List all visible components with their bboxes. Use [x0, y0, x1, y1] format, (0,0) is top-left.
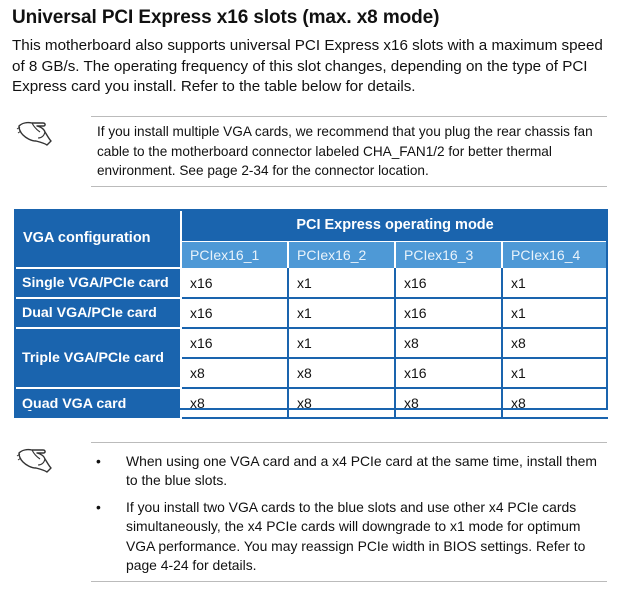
table-cell: x8: [395, 328, 503, 359]
section-title: Universal PCI Express x16 slots (max. x8…: [12, 7, 440, 28]
row-label-triple: Triple VGA/PCIe card: [14, 327, 182, 388]
table-cell: x1: [288, 268, 396, 299]
table-row: Single VGA/PCIe card x16 x1 x16 x1: [14, 267, 609, 299]
table-cell: x1: [288, 328, 396, 359]
corner-header: VGA configuration: [14, 209, 182, 268]
note-rule-top: [91, 116, 607, 117]
pcie-mode-table: VGA configuration PCI Express operating …: [14, 209, 609, 419]
bullet: •: [96, 453, 101, 469]
list-item: • When using one VGA card and a x4 PCIe …: [96, 452, 612, 491]
table-cell: x8: [181, 358, 289, 389]
mode-header: PCI Express operating mode: [181, 209, 609, 242]
note-rule-bottom: [91, 186, 607, 187]
intro-paragraph: This motherboard also supports universal…: [12, 37, 603, 95]
table-cell: x8: [288, 358, 396, 389]
table-cell: x1: [288, 298, 396, 329]
table-cell: x16: [395, 358, 503, 389]
table-row: Dual VGA/PCIe card x16 x1 x16 x1: [14, 297, 609, 329]
row-label-dual: Dual VGA/PCIe card: [14, 297, 182, 328]
column-header-4: PCIex16_4: [502, 241, 609, 268]
table-cell: x8: [502, 328, 609, 359]
table-cell: x16: [395, 268, 503, 299]
table-cell: x1: [502, 268, 609, 299]
note-1-text: If you install multiple VGA cards, we re…: [97, 124, 593, 178]
table-row: x8 x8 x16 x1: [14, 358, 609, 389]
row-label-quad: Quad VGA card: [14, 387, 182, 418]
row-label-single: Single VGA/PCIe card: [14, 267, 182, 298]
hand-note-icon: [16, 448, 52, 473]
list-item-text: If you install two VGA cards to the blue…: [126, 498, 586, 574]
table-cell: x8: [502, 388, 609, 419]
column-header-1: PCIex16_1: [181, 241, 289, 268]
table-cell: x8: [181, 388, 289, 419]
hand-note-icon: [16, 121, 52, 146]
table-cell: x16: [395, 298, 503, 329]
note-rule-bottom: [91, 581, 607, 582]
table-cell: x16: [181, 268, 289, 299]
table-cell: x1: [502, 298, 609, 329]
table-cell: x16: [181, 328, 289, 359]
table-cell: x1: [502, 358, 609, 389]
column-header-2: PCIex16_2: [288, 241, 396, 268]
list-item: • If you install two VGA cards to the bl…: [96, 498, 612, 576]
table-row: Triple VGA/PCIe card x16 x1 x8 x8: [14, 327, 609, 388]
list-item-text: When using one VGA card and a x4 PCIe ca…: [126, 453, 597, 489]
table-cell: x8: [395, 388, 503, 419]
note-rule-top: [91, 442, 607, 443]
column-header-3: PCIex16_3: [395, 241, 503, 268]
table-cell: x8: [288, 388, 396, 419]
table-cell: x16: [181, 298, 289, 329]
note-2-list: • When using one VGA card and a x4 PCIe …: [96, 452, 612, 582]
bullet: •: [96, 498, 101, 515]
table-row: Quad VGA card x8 x8 x8 x8: [14, 387, 609, 419]
